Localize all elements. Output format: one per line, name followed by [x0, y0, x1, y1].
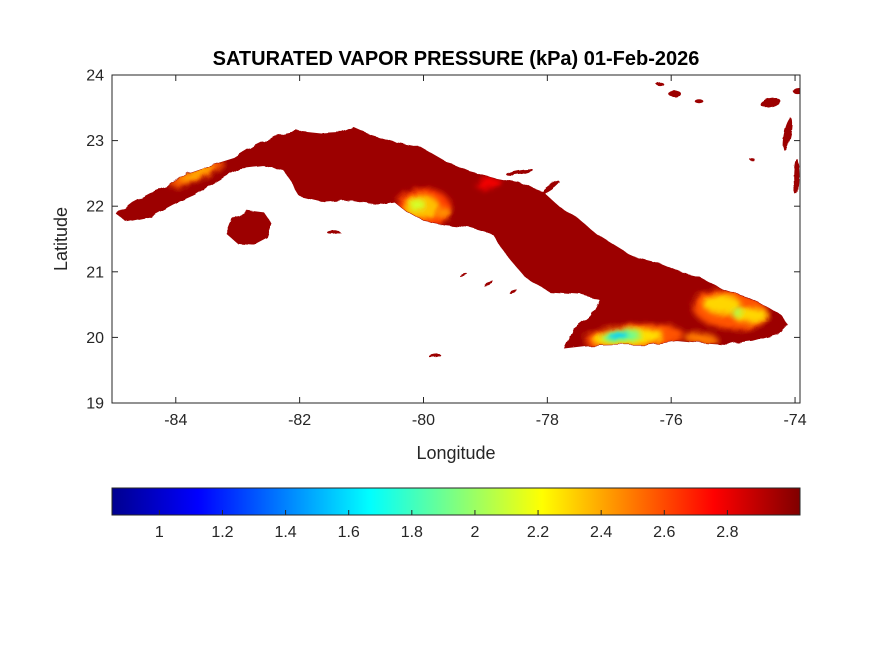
- x-axis-label: Longitude: [416, 443, 495, 463]
- islet: [459, 273, 468, 277]
- islet: [327, 230, 340, 235]
- colorbar-tick-label: 1.2: [211, 524, 233, 541]
- islet: [694, 99, 704, 104]
- colorbar-tick-label: 1.6: [338, 524, 360, 541]
- y-tick-label: 22: [86, 199, 104, 216]
- islet: [760, 97, 780, 108]
- low-value-patch: [435, 207, 452, 219]
- cuba-mainland: [116, 127, 788, 349]
- colorbar-tick-label: 2.2: [527, 524, 549, 541]
- low-value-patch: [476, 177, 501, 189]
- colorbar-tick-label: 2: [470, 524, 479, 541]
- isla-de-la-juventud: [226, 210, 273, 245]
- low-value-patch: [731, 308, 744, 317]
- low-value-patch: [179, 165, 214, 182]
- low-value-patch: [409, 198, 426, 211]
- y-tick-label: 23: [86, 133, 104, 150]
- islet: [668, 90, 681, 97]
- islet: [541, 181, 560, 195]
- y-tick-label: 21: [86, 264, 104, 281]
- colorbar-tick-label: 2.6: [653, 524, 675, 541]
- x-tick-label: -74: [783, 412, 806, 429]
- low-value-patch-group: [169, 159, 769, 348]
- x-tick-label: -76: [660, 412, 683, 429]
- x-tick-label: -84: [164, 412, 187, 429]
- colorbar-tick-label: 1.8: [401, 524, 423, 541]
- islet: [483, 281, 494, 286]
- colorbar-gradient: [111, 487, 801, 516]
- islet: [749, 157, 755, 161]
- x-tick-label: -82: [288, 412, 311, 429]
- islet: [428, 353, 441, 358]
- islet: [782, 117, 793, 151]
- colorbar-tick-label: 2.8: [716, 524, 738, 541]
- colorbar: 1 1.2 1.4 1.6 1.8 2 2.2 2.4 2.6 2.8: [111, 487, 801, 541]
- colorbar-tick-label: 2.4: [590, 524, 612, 541]
- islet: [793, 158, 800, 196]
- islet: [793, 88, 800, 95]
- x-tick-label: -80: [412, 412, 435, 429]
- colorbar-tick-label: 1: [155, 524, 164, 541]
- y-tick-label: 24: [86, 68, 104, 85]
- axes-box: [111, 74, 801, 404]
- islet: [506, 168, 533, 176]
- low-value-patch: [703, 294, 741, 315]
- map-layer: [116, 82, 800, 358]
- chart-title: SATURATED VAPOR PRESSURE (kPa) 01-Feb-20…: [213, 48, 700, 70]
- low-value-patch: [608, 332, 628, 339]
- axes-layer: -84 -82 -80 -78 -76 -74 19 20 21 22 23 24: [86, 68, 807, 430]
- islet: [509, 289, 518, 294]
- y-tick-label: 20: [86, 330, 104, 347]
- colorbar-tick-label: 1.4: [274, 524, 296, 541]
- x-tick-label: -78: [536, 412, 559, 429]
- y-axis-label: Latitude: [51, 207, 71, 271]
- y-tick-label: 19: [86, 396, 104, 413]
- islet: [656, 82, 664, 87]
